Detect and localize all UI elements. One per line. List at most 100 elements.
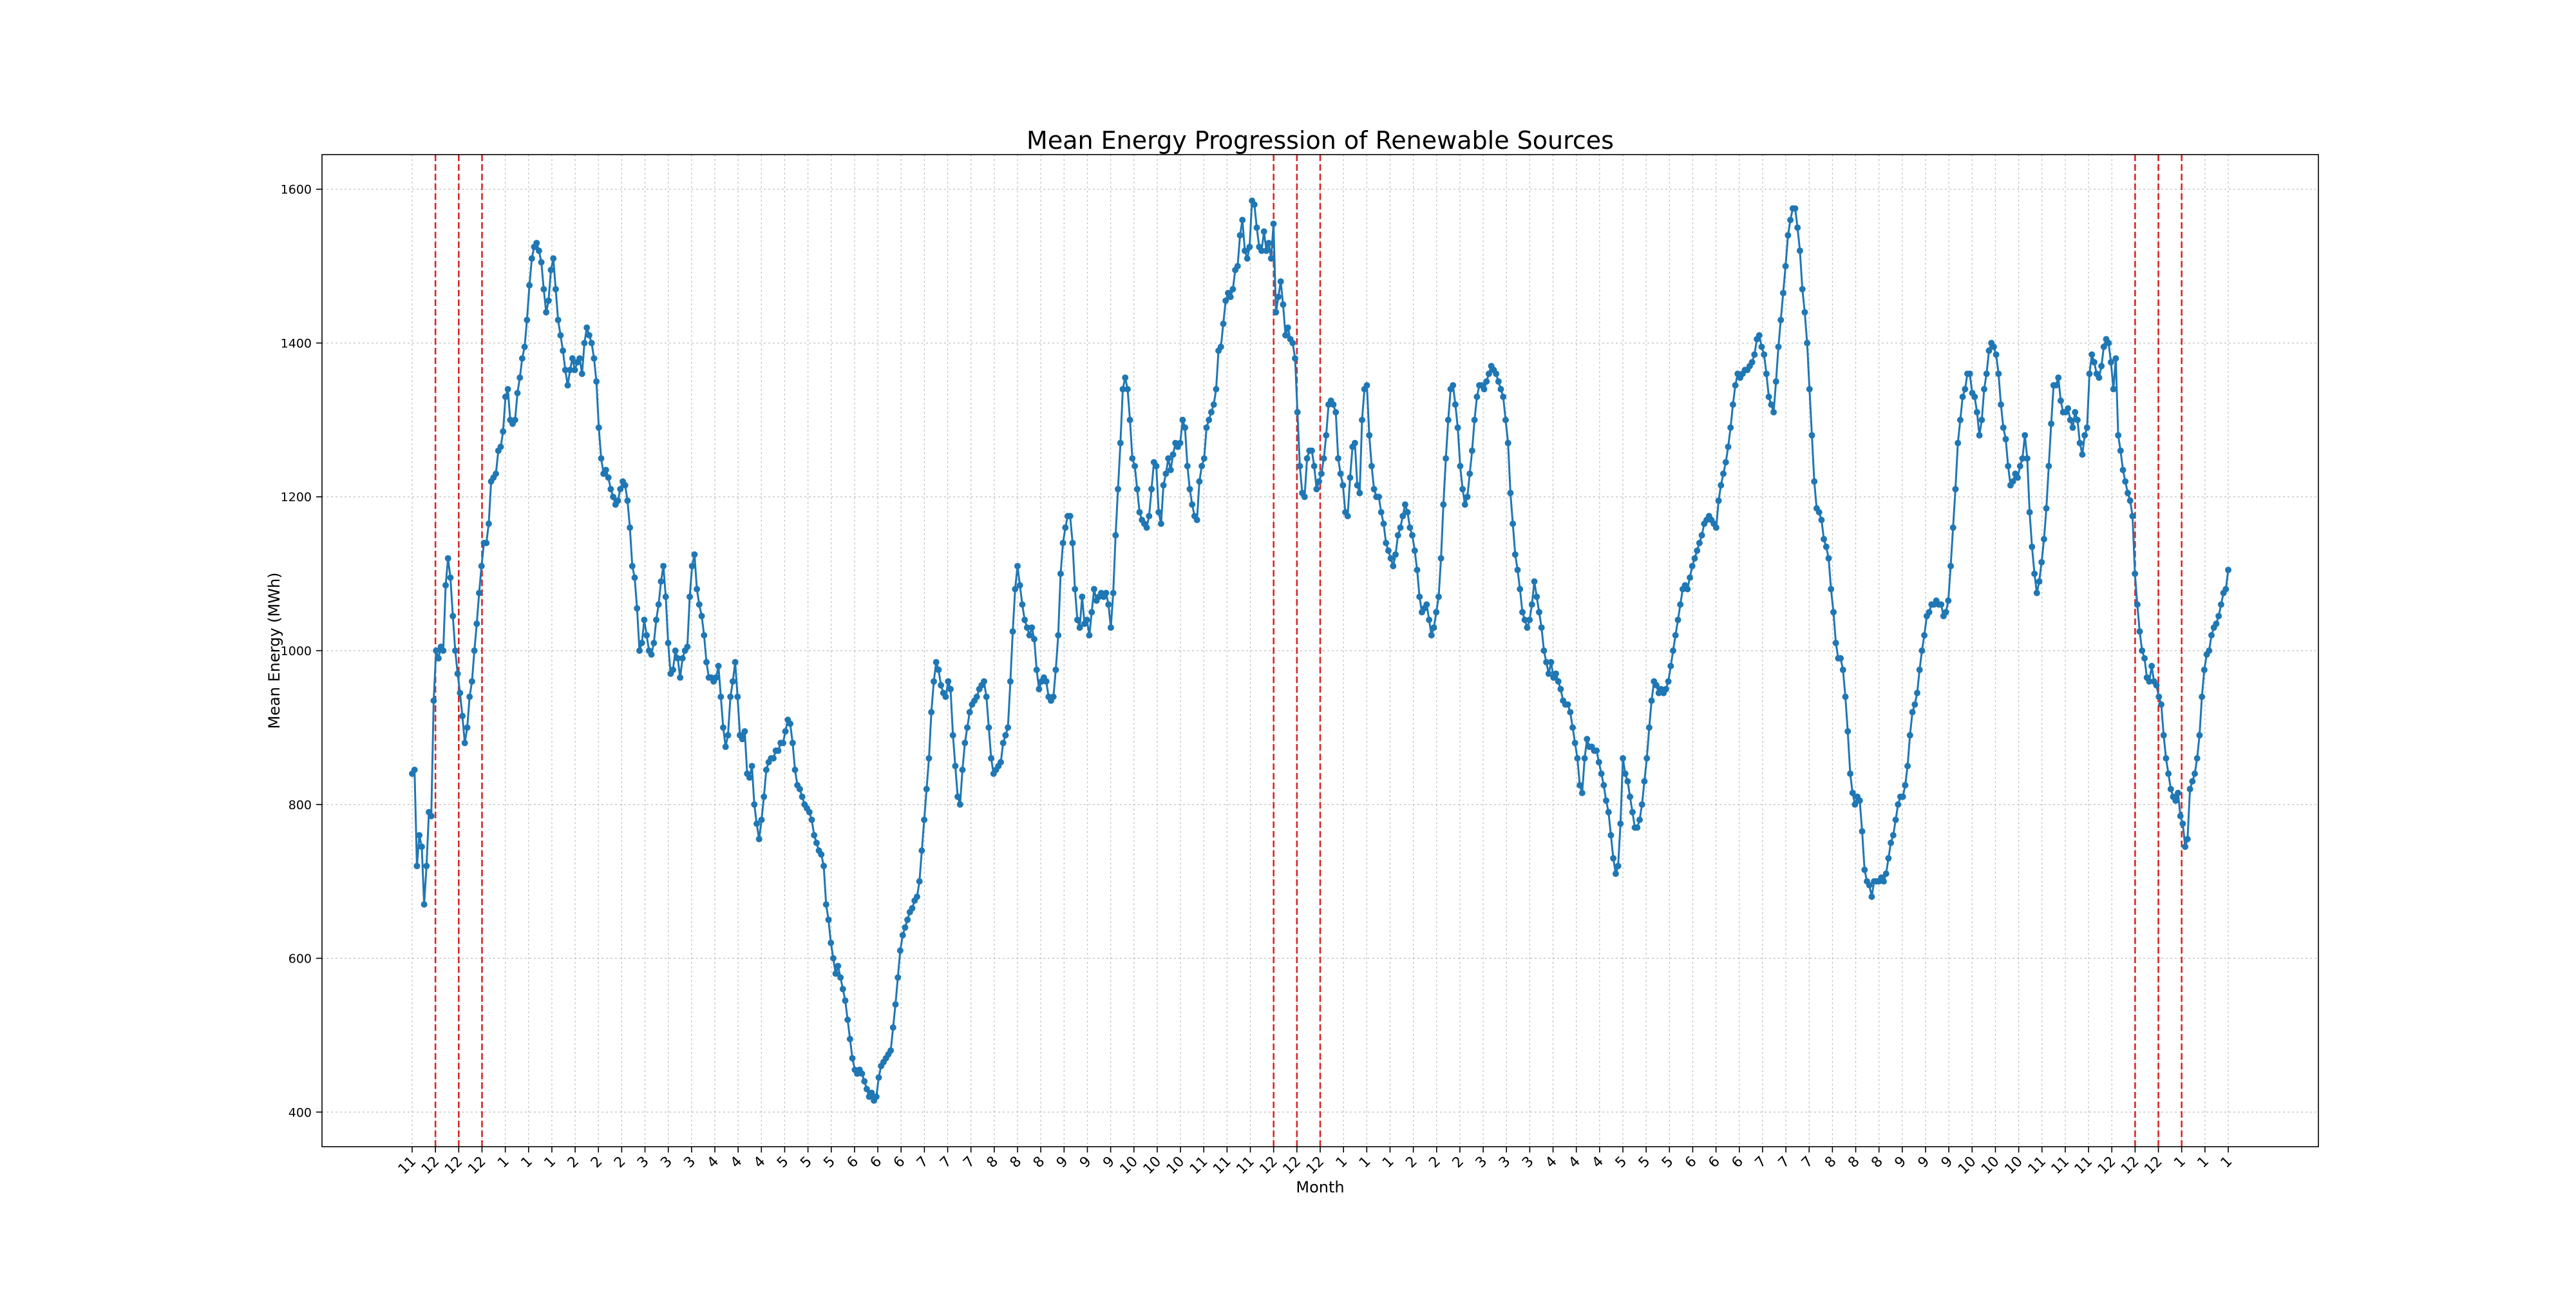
data-point [1179,416,1186,423]
data-point [1507,490,1514,497]
data-point [621,482,629,489]
data-point [2139,647,2146,654]
data-point [1007,678,1014,685]
data-point [2033,589,2040,597]
data-point [2002,435,2009,443]
x-tick-label: 4 [728,1154,746,1172]
data-point [1301,493,1308,501]
data-point [945,678,952,685]
data-point [1316,478,1323,485]
data-point [1454,424,1461,431]
data-point [684,644,691,650]
data-point [1536,609,1542,616]
data-point [1729,401,1736,408]
data-point [1811,478,1818,485]
data-point [1899,793,1906,800]
data-point [964,724,971,731]
data-point [538,259,545,266]
y-tick-label: 400 [289,1105,312,1120]
data-point [1110,589,1117,597]
data-point [493,470,499,477]
data-point [1995,370,2002,378]
data-point [485,521,492,527]
data-point [2148,662,2155,669]
data-point [1832,640,1839,647]
data-point [712,674,719,681]
data-point [2009,478,2016,485]
x-tick-label: 7 [1776,1154,1794,1172]
data-point [1895,801,1902,808]
data-point [887,1047,895,1054]
data-point [662,593,669,600]
data-point [1363,382,1370,389]
x-tick-label: 1 [2218,1154,2236,1172]
data-point [1983,370,1990,378]
data-point [715,662,722,669]
data-point [1715,497,1722,504]
data-point [1473,394,1481,400]
x-tick-label: 8 [984,1154,1002,1172]
data-point [1502,416,1509,423]
x-tick-label: 10 [1978,1154,2002,1178]
data-point [602,466,609,473]
x-tick-label: 6 [1705,1154,1723,1172]
data-point [1411,547,1418,554]
x-tick-label: 7 [937,1154,955,1172]
data-point [2023,455,2031,462]
data-point [787,720,793,727]
data-point [835,962,842,970]
data-point [956,801,963,808]
data-point [2055,374,2062,381]
data-point [1722,459,1729,466]
data-point [617,486,624,493]
data-point [1610,855,1617,862]
data-point [1397,524,1404,531]
data-point [2179,820,2186,827]
data-point [650,640,658,647]
data-point [547,267,554,274]
data-point [1246,244,1253,251]
data-point [779,740,786,747]
data-point [1627,793,1634,800]
data-point [543,309,550,316]
data-point [2110,386,2117,393]
data-point [688,562,696,569]
data-point [2222,586,2230,593]
data-point [1727,424,1734,431]
data-point [1571,740,1578,747]
data-point [748,763,755,770]
data-point [1981,386,1987,393]
data-point [1555,678,1562,685]
data-point [1055,632,1062,639]
data-point [949,732,956,739]
data-point [2031,570,2038,577]
data-point [2155,693,2163,700]
data-point [2045,463,2052,470]
data-point [679,655,686,662]
data-point [1495,378,1502,385]
data-point [1294,408,1301,416]
data-point [1210,401,1217,408]
data-point [1629,808,1636,816]
data-point [1985,347,1993,354]
data-point [1557,685,1564,693]
data-point [2196,732,2203,739]
data-point [595,424,602,431]
data-point [923,785,930,792]
data-point [1059,539,1066,546]
data-point [473,620,480,627]
data-point [1914,689,1920,696]
data-point [1344,513,1351,520]
data-point [1574,755,1581,762]
data-point [1351,439,1358,446]
data-point [1066,513,1074,520]
data-point [904,916,911,923]
data-point [2029,543,2036,550]
data-point [1538,624,1545,631]
data-point [1844,728,1852,735]
data-point [1196,478,1203,485]
data-point [755,836,762,843]
data-point [1031,636,1037,643]
data-point [1947,562,1954,569]
data-point [677,674,684,681]
